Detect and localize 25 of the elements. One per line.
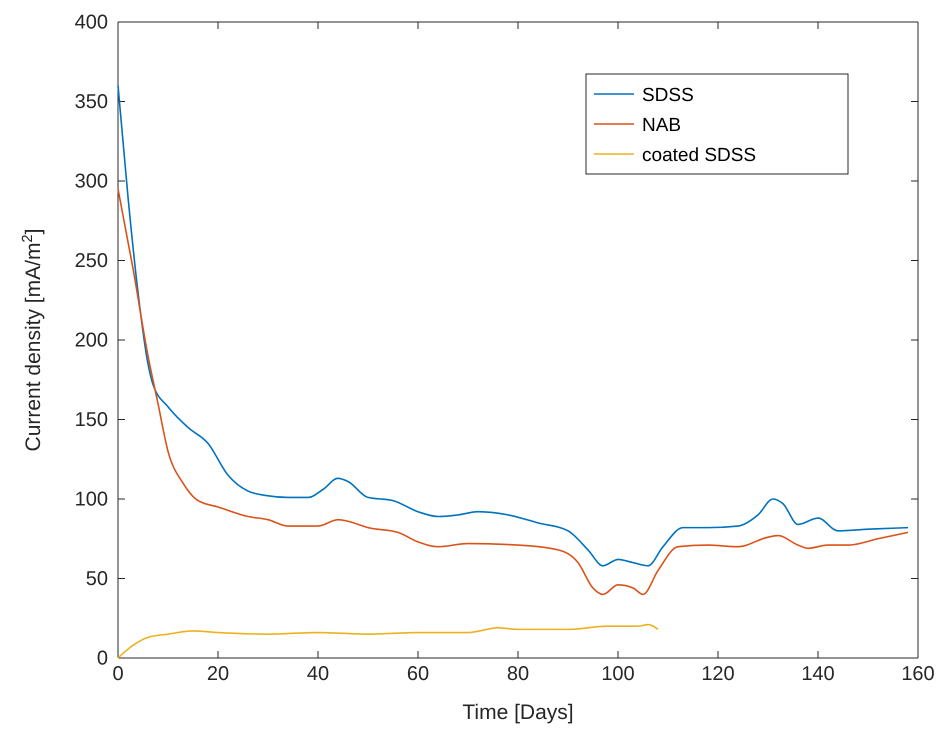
x-tick-label: 80 bbox=[506, 663, 530, 686]
x-tick-label: 120 bbox=[701, 663, 735, 686]
y-tick-label: 150 bbox=[74, 408, 108, 431]
y-tick-label: 350 bbox=[74, 90, 108, 113]
legend-label: NAB bbox=[642, 115, 682, 136]
x-tick-label: 140 bbox=[801, 663, 835, 686]
legend-label: coated SDSS bbox=[642, 145, 756, 166]
y-tick-label: 0 bbox=[96, 647, 108, 670]
y-tick-label: 400 bbox=[74, 11, 108, 34]
x-tick-label: 160 bbox=[901, 663, 935, 686]
line-series bbox=[117, 84, 909, 567]
y-tick-label: 250 bbox=[74, 250, 108, 272]
x-tick-label: 100 bbox=[601, 663, 635, 686]
line-series bbox=[117, 188, 909, 596]
x-axis-title: Time [Days] bbox=[462, 701, 574, 724]
x-tick-label: 0 bbox=[112, 663, 124, 686]
y-tick-label: 100 bbox=[74, 488, 108, 510]
x-tick-label: 60 bbox=[406, 663, 430, 686]
x-tick-label: 20 bbox=[206, 663, 230, 686]
line-series bbox=[117, 624, 659, 659]
y-tick-label: 300 bbox=[74, 170, 108, 192]
x-tick-label: 40 bbox=[306, 663, 330, 686]
legend-label: SDSS bbox=[642, 85, 694, 106]
y-tick-label: 50 bbox=[86, 568, 108, 590]
y-tick-label: 200 bbox=[74, 329, 108, 352]
